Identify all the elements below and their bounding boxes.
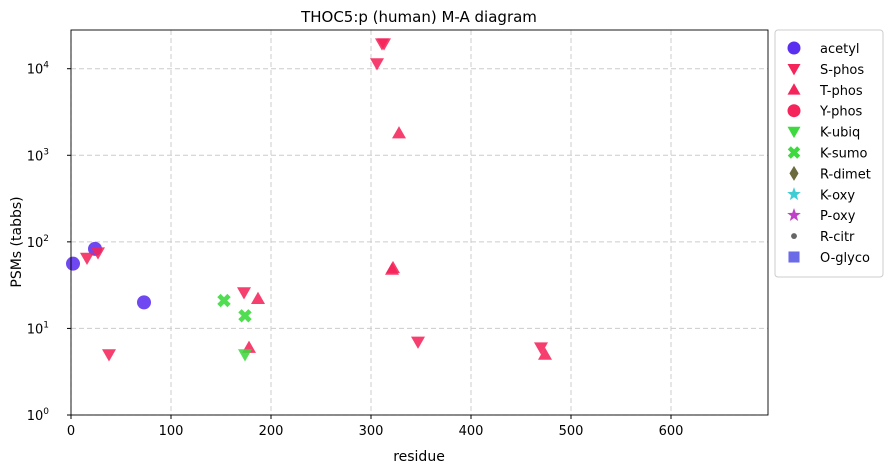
data-point-s-phos (377, 38, 391, 51)
x-tick-label: 500 (559, 424, 584, 439)
y-tick-label: 103 (27, 147, 49, 164)
legend-item-o-glyco: O-glyco (788, 251, 870, 266)
data-point-acetyl (66, 256, 80, 271)
data-point-acetyl (137, 295, 151, 310)
legend-marker-y-phos (787, 104, 801, 118)
x-axis-label: residue (393, 449, 445, 465)
y-tick-label: 101 (27, 320, 49, 337)
data-point-k-sumo (238, 309, 252, 323)
legend-marker-o-glyco (788, 251, 800, 263)
legend-marker-r-dimet (789, 165, 799, 181)
legend-box (774, 29, 884, 278)
legend-marker-acetyl (787, 41, 801, 55)
axis-ticks: 0 100 200 300 400 500 600 100 101 102 103 104 (27, 61, 684, 439)
data-point-t-phos (538, 347, 552, 360)
x-tick-label: 200 (259, 424, 284, 439)
data-point-k-ubiq (238, 349, 252, 362)
legend-item-y-phos: Y-phos (787, 104, 863, 120)
data-point-s-phos (370, 58, 384, 71)
data-point-t-phos (392, 126, 406, 139)
data-point-k-sumo (217, 293, 231, 308)
data-point-s-phos (102, 349, 116, 362)
legend-item-p-oxy: P-oxy (787, 208, 856, 224)
legend-item-k-oxy: K-oxy (787, 187, 855, 203)
chart-title: THOC5:p (human) M-A diagram (300, 8, 537, 26)
legend-marker-p-oxy (787, 208, 801, 221)
y-tick-label: 102 (27, 234, 49, 251)
legend-label: K-oxy (820, 188, 855, 203)
legend-item-k-sumo: K-sumo (787, 146, 868, 162)
data-point-s-phos (91, 247, 105, 260)
legend-item-acetyl: acetyl (787, 41, 860, 57)
x-tick-label: 600 (659, 424, 684, 439)
x-tick-label: 400 (459, 424, 484, 439)
data-point-s-phos (237, 287, 251, 300)
legend-item-t-phos: T-phos (787, 83, 863, 99)
x-tick-label: 300 (359, 424, 384, 439)
grid-lines (70, 30, 768, 416)
legend-label: S-phos (820, 63, 864, 78)
legend-label: P-oxy (820, 209, 856, 224)
legend-marker-k-ubiq (787, 126, 801, 139)
legend-item-r-citr: R-citr (791, 230, 855, 245)
legend-item-r-dimet: R-dimet (789, 165, 871, 182)
legend-label: R-dimet (820, 167, 871, 182)
legend-marker-k-sumo (787, 146, 801, 159)
legend-label: acetyl (820, 42, 860, 57)
y-tick-label: 100 (27, 407, 50, 424)
data-point-t-phos (386, 260, 400, 274)
legend-label: K-sumo (820, 147, 868, 162)
legend-marker-t-phos (787, 83, 801, 95)
data-point-t-phos (251, 291, 265, 305)
data-points (66, 38, 552, 362)
legend: acetyl S-phos T-phos Y-phos K-ubiq K-sumo R-di… (774, 29, 884, 278)
legend-item-s-phos: S-phos (787, 63, 864, 78)
legend-marker-k-oxy (787, 187, 801, 201)
legend-marker-s-phos (787, 64, 801, 76)
data-point-s-phos (534, 342, 548, 355)
y-tick-label: 104 (27, 61, 50, 78)
legend-label: T-phos (819, 84, 863, 99)
legend-label: R-citr (820, 230, 855, 245)
legend-label: Y-phos (819, 105, 863, 120)
legend-item-k-ubiq: K-ubiq (787, 126, 860, 141)
x-tick-label: 100 (159, 424, 184, 439)
y-axis-label: PSMs (tabbs) (9, 196, 25, 287)
data-point-s-phos (80, 252, 94, 266)
data-point-s-phos (411, 336, 425, 349)
legend-label: K-ubiq (820, 126, 860, 141)
legend-label: O-glyco (820, 251, 870, 266)
legend-marker-r-citr (791, 233, 797, 240)
x-tick-label: 0 (67, 424, 75, 439)
plot-area-frame (70, 29, 769, 416)
